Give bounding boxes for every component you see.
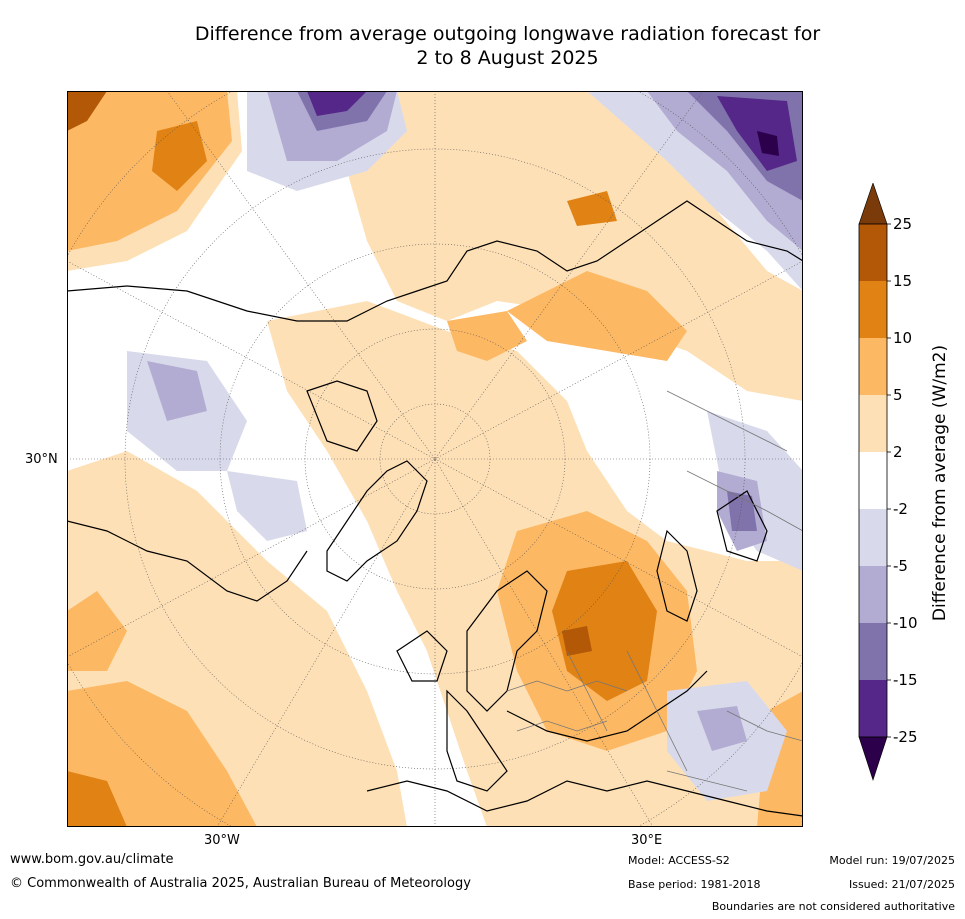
coastlines — [67, 200, 803, 817]
colorbar — [858, 183, 891, 781]
colorbar-frame — [858, 223, 888, 738]
colorbar-tick-label: -10 — [893, 614, 918, 632]
colorbar-segment-15-25 — [859, 224, 887, 281]
anomaly-below-m25-regions — [757, 131, 779, 156]
latitude-label-30n: 30°N — [25, 452, 58, 467]
colorbar-arrow-top — [858, 183, 888, 225]
colorbar-tick-label: 10 — [893, 329, 913, 347]
longitude-label-30w: 30°W — [204, 833, 240, 848]
colorbar-segment-neutral — [859, 452, 887, 509]
model-text: Model: ACCESS-S2 — [628, 854, 730, 867]
colorbar-tick-label: -2 — [893, 500, 908, 518]
map-frame — [67, 91, 803, 827]
colorbar-segment-2-5 — [859, 395, 887, 452]
colorbar-tick-label: 15 — [893, 272, 913, 290]
chart-title: Difference from average outgoing longwav… — [0, 22, 965, 70]
website-link[interactable]: www.bom.gov.au/climate — [10, 852, 174, 867]
colorbar-segment-5-10 — [859, 338, 887, 395]
colorbar-ticks — [887, 223, 891, 738]
colorbar-arrow-bottom — [858, 736, 888, 781]
colorbar-tick-label: 2 — [893, 443, 903, 461]
title-line-2: 2 to 8 August 2025 — [416, 47, 599, 69]
colorbar-tick-label: -15 — [893, 671, 918, 689]
colorbar-title: Difference from average (W/m2) — [930, 344, 950, 622]
title-line-1: Difference from average outgoing longwav… — [194, 23, 821, 45]
model-run-text: Model run: 19/07/2025 — [829, 854, 955, 867]
colorbar-tick-label: -25 — [893, 728, 918, 746]
longitude-label-30e: 30°E — [631, 833, 663, 848]
issued-text: Issued: 21/07/2025 — [848, 878, 955, 891]
disclaimer-text: Boundaries are not considered authoritat… — [711, 900, 955, 913]
polar-map — [67, 91, 803, 827]
colorbar-segment-m2-m5 — [859, 509, 887, 566]
colorbar-segment-m15-m25 — [859, 680, 887, 737]
colorbar-tick-label: 25 — [893, 215, 913, 233]
anomaly-15-25-regions — [67, 91, 592, 656]
colorbar-segment-m5-m10 — [859, 566, 887, 623]
colorbar-tick-label: -5 — [893, 557, 908, 575]
country-borders — [506, 390, 803, 792]
colorbar-tick-label: 5 — [893, 386, 903, 404]
map-canvas — [67, 91, 803, 827]
copyright-text: © Commonwealth of Australia 2025, Austra… — [10, 876, 471, 891]
colorbar-segment-m10-m15 — [859, 623, 887, 680]
colorbar-segment-10-15 — [859, 281, 887, 338]
colorbar-segments — [859, 224, 887, 737]
base-period-text: Base period: 1981-2018 — [628, 878, 761, 891]
